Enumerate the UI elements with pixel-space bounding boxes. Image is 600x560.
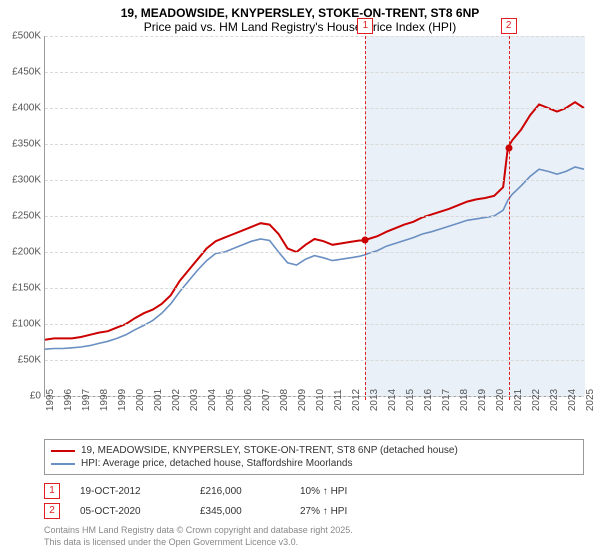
gridline [45, 180, 584, 181]
marker-vline-1 [365, 36, 366, 400]
x-axis-label: 2017 [441, 389, 452, 411]
sales-marker-2: 2 [44, 503, 60, 519]
x-axis-label: 2020 [495, 389, 506, 411]
sales-price-2: £345,000 [200, 506, 280, 517]
y-axis-label: £450K [12, 67, 41, 78]
x-axis-label: 2009 [297, 389, 308, 411]
legend-label-hpi: HPI: Average price, detached house, Staf… [81, 458, 352, 469]
footer-line-1: Contains HM Land Registry data © Crown c… [44, 525, 584, 537]
legend-row-hpi: HPI: Average price, detached house, Staf… [51, 457, 577, 470]
x-axis-label: 2019 [477, 389, 488, 411]
gridline [45, 36, 584, 37]
marker-dot-2 [505, 144, 512, 151]
y-axis-label: £0 [30, 391, 41, 402]
chart-container: 19, MEADOWSIDE, KNYPERSLEY, STOKE-ON-TRE… [0, 0, 600, 560]
x-axis-label: 2025 [585, 389, 596, 411]
y-axis-label: £500K [12, 31, 41, 42]
gridline [45, 216, 584, 217]
gridline [45, 360, 584, 361]
x-axis-label: 2004 [207, 389, 218, 411]
gridline [45, 288, 584, 289]
marker-vline-2 [509, 36, 510, 400]
x-axis-label: 2024 [567, 389, 578, 411]
gridline [45, 252, 584, 253]
x-axis-label: 2007 [261, 389, 272, 411]
legend-box: 19, MEADOWSIDE, KNYPERSLEY, STOKE-ON-TRE… [44, 439, 584, 475]
gridline [45, 324, 584, 325]
sales-row-1: 1 19-OCT-2012 £216,000 10% ↑ HPI [44, 481, 584, 501]
x-axis-label: 1996 [63, 389, 74, 411]
series-line-hpi [45, 167, 584, 349]
y-axis-label: £350K [12, 139, 41, 150]
legend-swatch-property [51, 450, 75, 452]
x-axis-label: 2023 [549, 389, 560, 411]
footer: Contains HM Land Registry data © Crown c… [44, 525, 584, 548]
x-axis-label: 2001 [153, 389, 164, 411]
marker-dot-1 [362, 237, 369, 244]
x-axis-label: 2010 [315, 389, 326, 411]
footer-line-2: This data is licensed under the Open Gov… [44, 537, 584, 549]
legend-row-property: 19, MEADOWSIDE, KNYPERSLEY, STOKE-ON-TRE… [51, 444, 577, 457]
x-axis-label: 2014 [387, 389, 398, 411]
x-axis-label: 2008 [279, 389, 290, 411]
x-axis-label: 1999 [117, 389, 128, 411]
sales-pct-2: 27% ↑ HPI [300, 506, 400, 517]
x-axis-label: 2003 [189, 389, 200, 411]
sales-price-1: £216,000 [200, 486, 280, 497]
y-axis-label: £150K [12, 283, 41, 294]
x-axis-label: 2021 [513, 389, 524, 411]
y-axis-label: £300K [12, 175, 41, 186]
x-axis-label: 2012 [351, 389, 362, 411]
x-axis-label: 2000 [135, 389, 146, 411]
chart-plot-area: £0£50K£100K£150K£200K£250K£300K£350K£400… [44, 36, 584, 397]
x-axis-label: 2011 [333, 389, 344, 411]
x-axis-label: 2002 [171, 389, 182, 411]
legend-label-property: 19, MEADOWSIDE, KNYPERSLEY, STOKE-ON-TRE… [81, 445, 458, 456]
y-axis-label: £50K [18, 355, 41, 366]
x-axis-label: 2013 [369, 389, 380, 411]
gridline [45, 108, 584, 109]
series-line-property [45, 102, 584, 340]
x-axis-label: 2022 [531, 389, 542, 411]
gridline [45, 72, 584, 73]
sales-date-2: 05-OCT-2020 [80, 506, 180, 517]
x-axis-label: 2005 [225, 389, 236, 411]
sales-pct-1: 10% ↑ HPI [300, 486, 400, 497]
x-axis-label: 1995 [45, 389, 56, 411]
y-axis-label: £400K [12, 103, 41, 114]
sales-marker-1: 1 [44, 483, 60, 499]
sales-date-1: 19-OCT-2012 [80, 486, 180, 497]
x-axis-label: 2015 [405, 389, 416, 411]
y-axis-label: £200K [12, 247, 41, 258]
sales-table: 1 19-OCT-2012 £216,000 10% ↑ HPI 2 05-OC… [44, 481, 584, 521]
gridline [45, 144, 584, 145]
y-axis-label: £100K [12, 319, 41, 330]
x-axis-label: 2006 [243, 389, 254, 411]
marker-box-1: 1 [357, 18, 373, 34]
legend-swatch-hpi [51, 463, 75, 465]
x-axis-label: 2018 [459, 389, 470, 411]
sales-row-2: 2 05-OCT-2020 £345,000 27% ↑ HPI [44, 501, 584, 521]
x-axis-label: 2016 [423, 389, 434, 411]
x-axis-label: 1997 [81, 389, 92, 411]
marker-box-2: 2 [501, 18, 517, 34]
y-axis-label: £250K [12, 211, 41, 222]
x-axis-label: 1998 [99, 389, 110, 411]
